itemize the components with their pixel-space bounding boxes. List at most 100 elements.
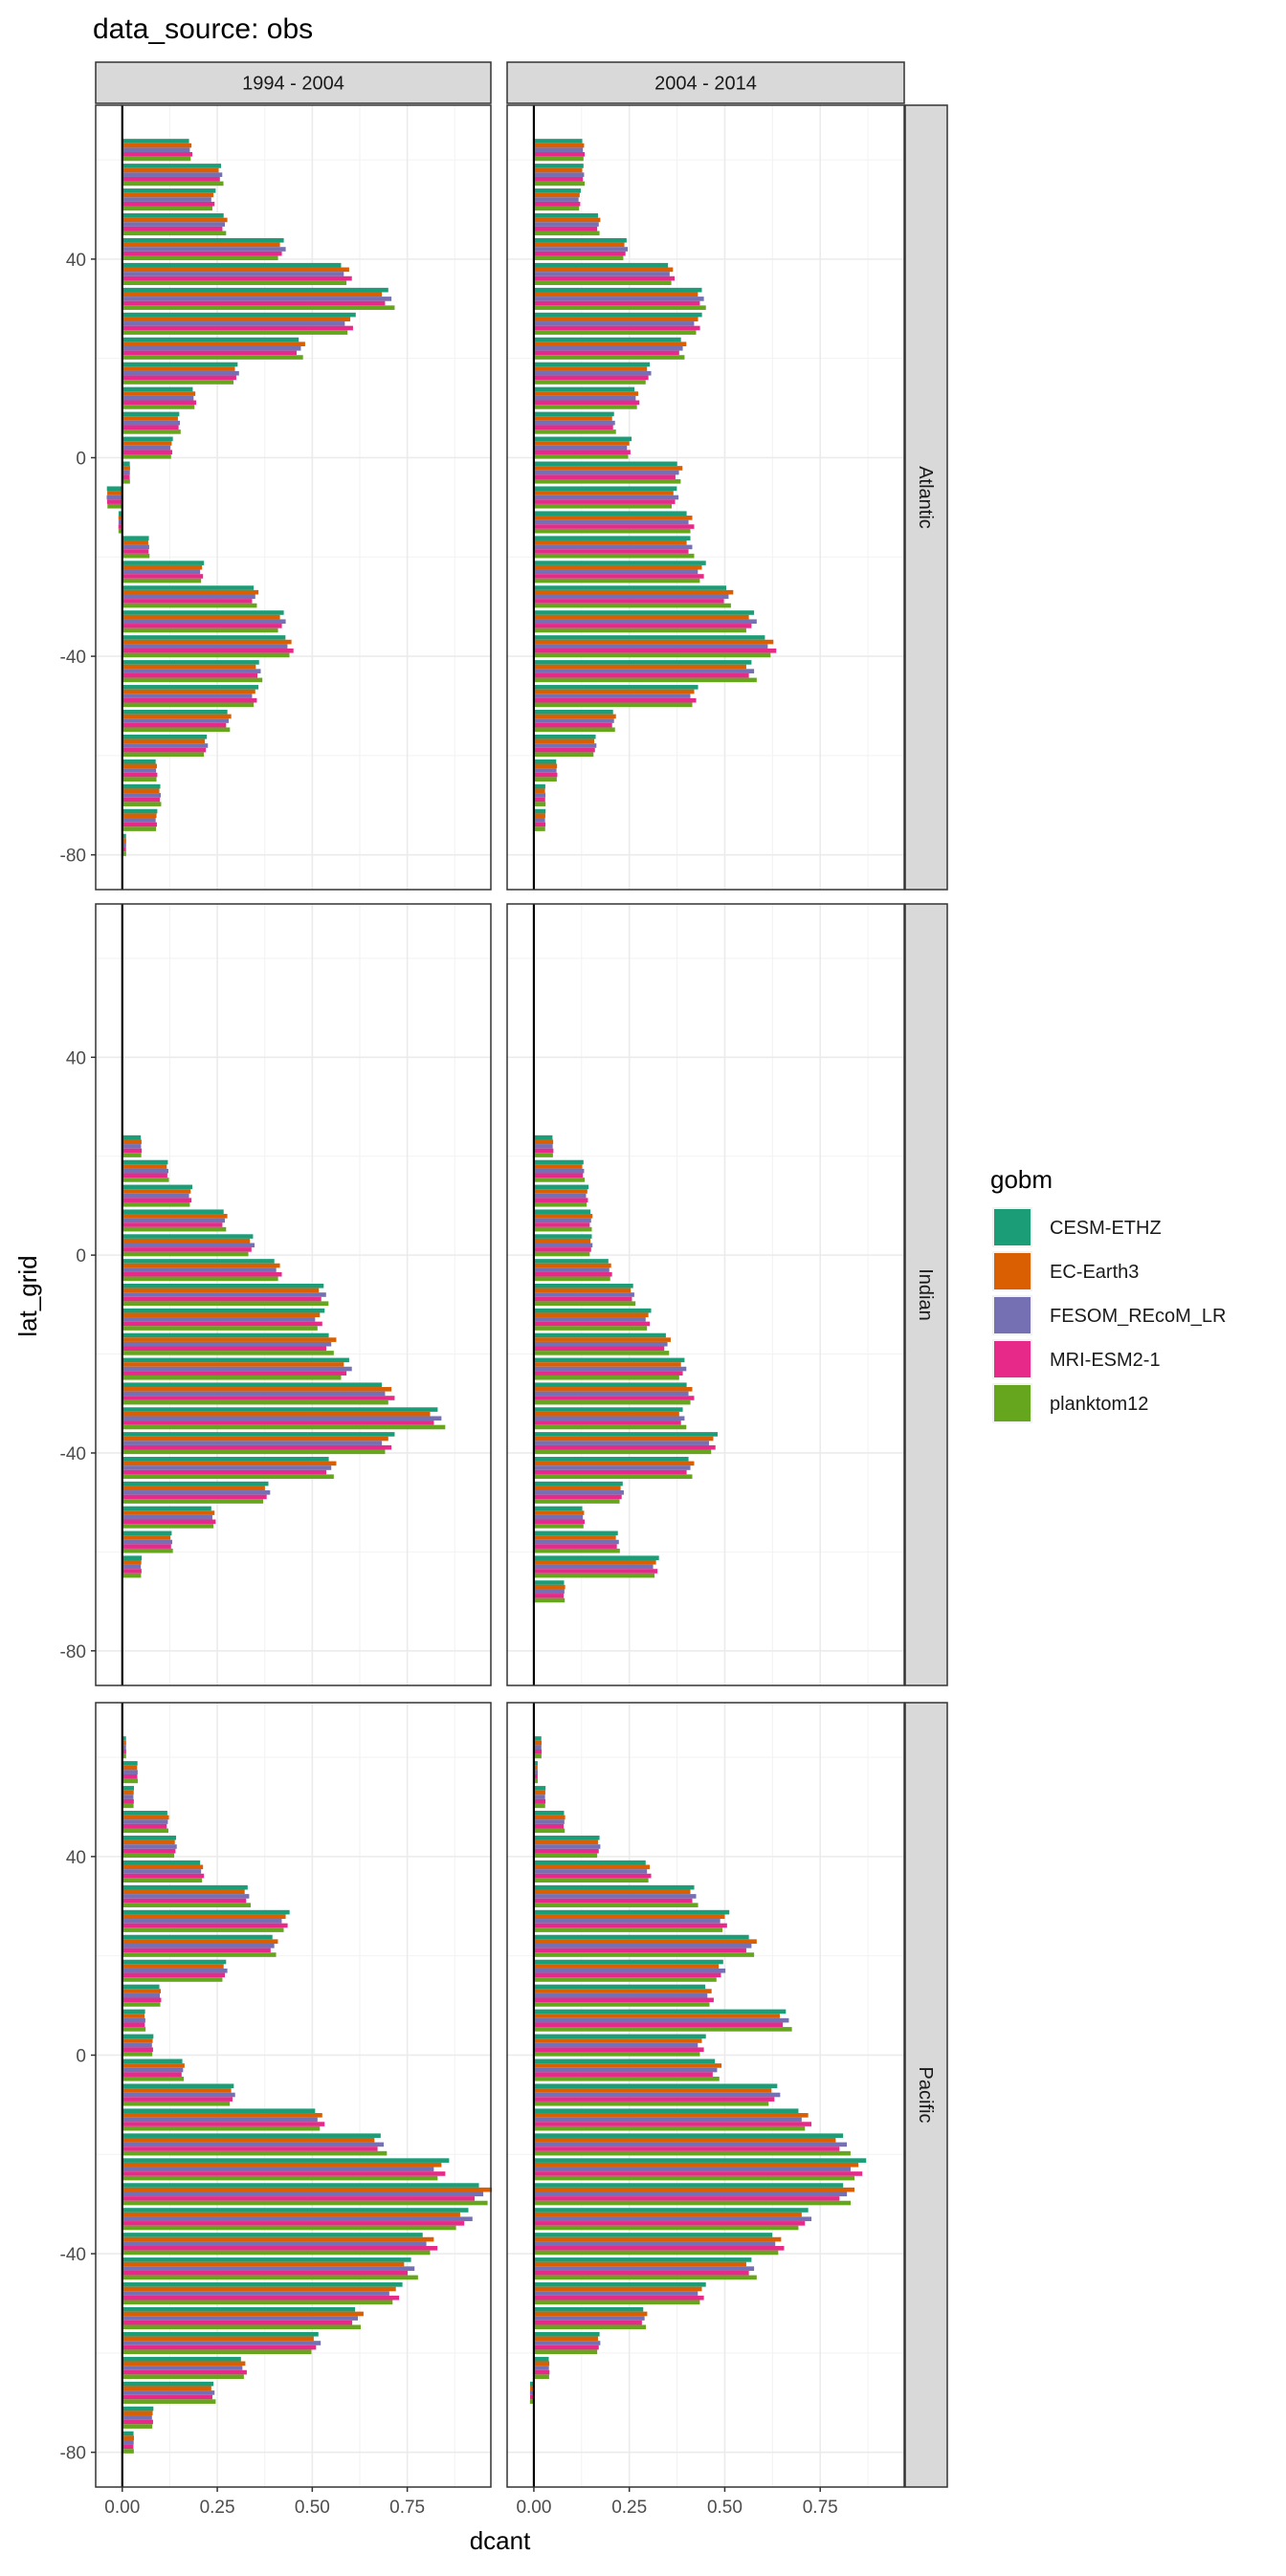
bar-indian-2004-2014-lat22-fesom-recom-lr: [533, 1144, 553, 1149]
bar-indian-2004-2014-lat-68-ec-earth3: [533, 1584, 565, 1590]
bar-indian-1994-2004-lat22-fesom-recom-lr: [122, 1144, 142, 1149]
bar-atlantic-2004-2014-lat-18-mri-esm2-1: [533, 549, 689, 554]
bar-atlantic-1994-2004-lat-8-planktom12: [107, 503, 122, 509]
legend-swatch-cesm-ethz: [994, 1209, 1031, 1245]
bar-pacific-1994-2004-lat17-planktom12: [122, 1977, 223, 1982]
bar-indian-2004-2014-lat12-mri-esm2-1: [533, 1198, 588, 1202]
bar-indian-2004-2014-lat-48-ec-earth3: [533, 1486, 621, 1491]
bar-atlantic-1994-2004-lat2-ec-earth3: [122, 441, 172, 446]
bar-pacific-1994-2004-lat-28-ec-earth3: [122, 2187, 493, 2192]
bar-indian-2004-2014-lat22-planktom12: [533, 1153, 553, 1157]
bar-pacific-1994-2004-lat-28-planktom12: [122, 2200, 488, 2206]
bar-pacific-2004-2014-lat-63-planktom12: [533, 2374, 549, 2379]
bar-atlantic-1994-2004-lat12-mri-esm2-1: [122, 400, 197, 406]
bar-atlantic-1994-2004-lat62-cesm-ethz: [122, 139, 189, 143]
bar-atlantic-1994-2004-lat62-planktom12: [122, 156, 191, 162]
bar-pacific-1994-2004-lat-18-planktom12: [122, 2150, 388, 2156]
bar-atlantic-1994-2004-lat-13-mri-esm2-1: [118, 524, 122, 529]
bar-indian-1994-2004-lat12-ec-earth3: [122, 1189, 191, 1194]
legend-label-cesm-ethz: CESM-ETHZ: [1050, 1218, 1162, 1239]
bar-indian-2004-2014-lat2-ec-earth3: [533, 1238, 591, 1244]
y-tick-label: 40: [66, 1848, 86, 1868]
y-tick-label: -80: [60, 1642, 86, 1662]
bar-atlantic-2004-2014-lat47-planktom12: [533, 231, 600, 236]
bar-atlantic-2004-2014-lat-68-mri-esm2-1: [533, 797, 545, 803]
bar-pacific-1994-2004-lat22-fesom-recom-lr: [122, 1943, 275, 1949]
bar-indian-2004-2014-lat-28-mri-esm2-1: [533, 1396, 695, 1400]
legend-swatch-ec-earth3: [994, 1253, 1031, 1289]
bar-atlantic-2004-2014-lat-73-planktom12: [533, 826, 545, 831]
bar-pacific-2004-2014-lat-23-cesm-ethz: [533, 2158, 867, 2163]
bar-indian-1994-2004-lat7-planktom12: [122, 1226, 227, 1232]
bar-pacific-2004-2014-lat22-fesom-recom-lr: [533, 1943, 752, 1949]
bar-pacific-1994-2004-lat22-mri-esm2-1: [122, 1948, 271, 1953]
bar-atlantic-2004-2014-lat-3-ec-earth3: [533, 466, 683, 471]
bar-indian-1994-2004-lat-48-mri-esm2-1: [122, 1494, 267, 1500]
bar-atlantic-1994-2004-lat12-fesom-recom-lr: [122, 395, 194, 401]
bar-pacific-1994-2004-lat-58-cesm-ethz: [122, 2331, 319, 2337]
bar-pacific-1994-2004-lat52-ec-earth3: [122, 1790, 134, 1795]
bar-atlantic-2004-2014-lat17-fesom-recom-lr: [533, 370, 652, 376]
bar-atlantic-2004-2014-lat-3-planktom12: [533, 478, 681, 484]
bar-pacific-2004-2014-lat52-planktom12: [533, 1803, 545, 1809]
legend-label-mri-esm2-1: MRI-ESM2-1: [1050, 1350, 1161, 1371]
bar-pacific-1994-2004-lat-23-cesm-ethz: [122, 2158, 450, 2163]
bar-indian-1994-2004-lat-48-cesm-ethz: [122, 1481, 269, 1486]
bar-indian-2004-2014-lat2-fesom-recom-lr: [533, 1243, 593, 1248]
bar-indian-1994-2004-lat-8-fesom-recom-lr: [122, 1292, 326, 1297]
bar-indian-2004-2014-lat-3-mri-esm2-1: [533, 1271, 612, 1277]
bar-pacific-1994-2004-lat-8-mri-esm2-1: [122, 2097, 233, 2102]
bar-atlantic-1994-2004-lat17-ec-earth3: [122, 366, 235, 371]
bar-indian-1994-2004-lat-3-cesm-ethz: [122, 1259, 275, 1264]
bar-indian-1994-2004-lat-58-planktom12: [122, 1548, 173, 1553]
bar-indian-2004-2014-lat-3-fesom-recom-lr: [533, 1267, 610, 1272]
bar-atlantic-2004-2014-lat22-cesm-ethz: [533, 337, 681, 342]
bar-atlantic-2004-2014-lat32-fesom-recom-lr: [533, 297, 704, 301]
bar-pacific-1994-2004-lat12-ec-earth3: [122, 1989, 161, 1993]
bar-atlantic-2004-2014-lat42-cesm-ethz: [533, 237, 627, 243]
bar-indian-1994-2004-lat22-planktom12: [122, 1153, 142, 1157]
bar-atlantic-1994-2004-lat27-ec-earth3: [122, 317, 351, 322]
bar-atlantic-1994-2004-lat52-mri-esm2-1: [122, 201, 215, 207]
bar-atlantic-1994-2004-lat-43-planktom12: [122, 677, 263, 683]
bar-atlantic-2004-2014-lat47-fesom-recom-lr: [533, 222, 599, 227]
bar-pacific-1994-2004-lat-23-mri-esm2-1: [122, 2171, 446, 2176]
bar-atlantic-2004-2014-lat57-ec-earth3: [533, 167, 583, 173]
bar-indian-1994-2004-lat-18-mri-esm2-1: [122, 1346, 326, 1352]
bar-indian-2004-2014-lat-18-cesm-ethz: [533, 1332, 666, 1338]
bar-pacific-2004-2014-lat12-planktom12: [533, 2002, 710, 2007]
bar-atlantic-2004-2014-lat27-cesm-ethz: [533, 312, 702, 318]
bar-pacific-2004-2014-lat-3-mri-esm2-1: [533, 2072, 713, 2077]
bar-pacific-2004-2014-lat-8-planktom12: [533, 2101, 769, 2106]
bar-pacific-2004-2014-lat-58-cesm-ethz: [533, 2331, 600, 2337]
bar-indian-1994-2004-lat-38-mri-esm2-1: [122, 1444, 392, 1450]
bar-pacific-1994-2004-lat-23-ec-earth3: [122, 2162, 442, 2168]
bar-indian-2004-2014-lat-38-fesom-recom-lr: [533, 1441, 709, 1445]
bar-atlantic-1994-2004-lat37-fesom-recom-lr: [122, 272, 344, 276]
bar-pacific-2004-2014-lat37-fesom-recom-lr: [533, 1869, 648, 1874]
bar-atlantic-1994-2004-lat12-ec-earth3: [122, 391, 196, 396]
panel-border-atlantic-1994-2004: [95, 104, 492, 891]
bar-atlantic-1994-2004-lat52-cesm-ethz: [122, 188, 216, 193]
bar-atlantic-2004-2014-lat7-mri-esm2-1: [533, 425, 613, 430]
bar-indian-1994-2004-lat-48-planktom12: [122, 1499, 264, 1504]
bar-atlantic-2004-2014-lat22-planktom12: [533, 355, 685, 360]
bar-indian-1994-2004-lat-38-ec-earth3: [122, 1436, 388, 1442]
bar-pacific-2004-2014-lat27-planktom12: [533, 1927, 723, 1932]
bar-pacific-1994-2004-lat57-mri-esm2-1: [122, 1773, 138, 1779]
bar-indian-1994-2004-lat22-ec-earth3: [122, 1139, 142, 1145]
bar-pacific-2004-2014-lat-53-cesm-ethz: [533, 2306, 644, 2312]
facet-strip-label-indian: Indian: [915, 1268, 936, 1321]
bar-pacific-2004-2014-lat-63-ec-earth3: [533, 2361, 550, 2367]
bar-pacific-2004-2014-lat7-mri-esm2-1: [533, 2022, 784, 2028]
bar-atlantic-1994-2004-lat-48-planktom12: [122, 702, 255, 708]
bar-pacific-1994-2004-lat-3-mri-esm2-1: [122, 2072, 182, 2077]
bar-pacific-1994-2004-lat42-planktom12: [122, 1853, 175, 1859]
bar-pacific-2004-2014-lat62-cesm-ethz: [533, 1736, 542, 1741]
bar-pacific-2004-2014-lat17-cesm-ethz: [533, 1959, 723, 1965]
x-tick-label: 0.75: [803, 2498, 838, 2518]
bar-indian-2004-2014-lat-3-cesm-ethz: [533, 1259, 609, 1264]
bar-atlantic-1994-2004-lat47-cesm-ethz: [122, 213, 224, 218]
bar-pacific-2004-2014-lat-8-cesm-ethz: [533, 2083, 778, 2089]
bar-pacific-1994-2004-lat-58-fesom-recom-lr: [122, 2341, 322, 2345]
